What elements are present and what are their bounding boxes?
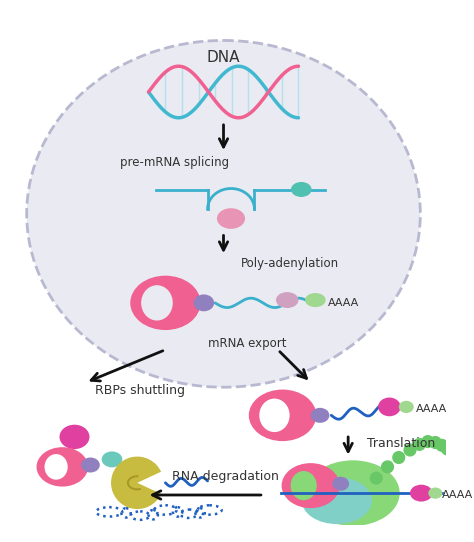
Text: AAAA: AAAA [416, 404, 447, 414]
Ellipse shape [249, 390, 316, 441]
Ellipse shape [428, 487, 442, 499]
Ellipse shape [399, 401, 414, 413]
Ellipse shape [282, 463, 340, 508]
Ellipse shape [378, 397, 401, 416]
Circle shape [421, 435, 434, 448]
Ellipse shape [306, 460, 400, 526]
Circle shape [441, 442, 454, 456]
Ellipse shape [217, 208, 245, 229]
Circle shape [447, 446, 460, 460]
Text: Poly-adenylation: Poly-adenylation [240, 257, 338, 270]
Ellipse shape [60, 425, 90, 449]
Circle shape [381, 460, 394, 474]
Text: DNA: DNA [207, 50, 240, 65]
Ellipse shape [276, 292, 299, 308]
Text: mRNA export: mRNA export [208, 337, 286, 350]
Ellipse shape [291, 182, 311, 197]
Text: Translation: Translation [367, 437, 435, 450]
Text: AAAA: AAAA [328, 298, 359, 308]
Circle shape [413, 438, 426, 451]
Circle shape [429, 436, 442, 449]
Circle shape [392, 451, 405, 464]
Ellipse shape [310, 408, 329, 423]
Wedge shape [111, 456, 161, 509]
Ellipse shape [302, 477, 372, 524]
Text: pre-mRNA splicing: pre-mRNA splicing [120, 156, 229, 169]
Text: RNA degradation: RNA degradation [172, 470, 279, 483]
Ellipse shape [305, 293, 326, 307]
Ellipse shape [27, 41, 420, 387]
Circle shape [403, 443, 417, 456]
Ellipse shape [101, 451, 122, 467]
Ellipse shape [36, 447, 88, 487]
Ellipse shape [130, 276, 201, 330]
Ellipse shape [193, 294, 214, 311]
Circle shape [370, 472, 383, 485]
Ellipse shape [141, 285, 173, 320]
Ellipse shape [332, 477, 349, 491]
Ellipse shape [410, 485, 432, 501]
Ellipse shape [259, 398, 290, 432]
Text: AAAA: AAAA [442, 490, 473, 500]
Ellipse shape [81, 457, 100, 473]
Text: RBPs shuttling: RBPs shuttling [95, 384, 185, 397]
Ellipse shape [45, 454, 68, 480]
Ellipse shape [291, 471, 317, 500]
Circle shape [435, 439, 448, 452]
